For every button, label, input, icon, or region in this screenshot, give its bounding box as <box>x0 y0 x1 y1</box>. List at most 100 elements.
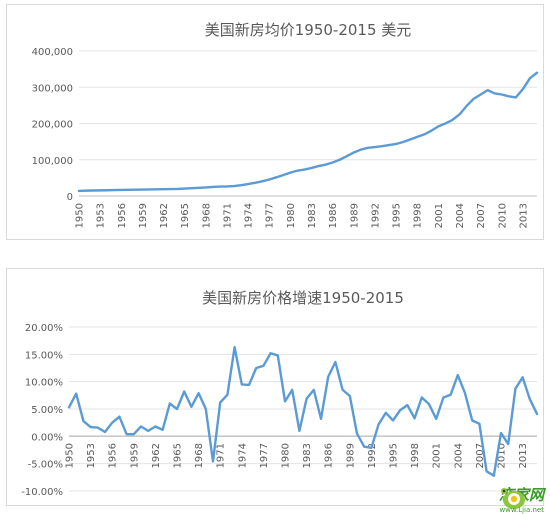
data-point <box>154 425 157 428</box>
data-point <box>261 180 264 183</box>
data-point <box>262 364 265 367</box>
x-tick-label: 1962 <box>159 203 170 228</box>
data-point <box>377 423 380 426</box>
data-point <box>392 419 395 422</box>
data-point <box>226 185 229 188</box>
data-point <box>465 105 468 108</box>
data-point <box>132 433 135 436</box>
average-price-chart: 美国新房均价1950-2015 美元 0 100,000 200,000 300,000… <box>32 21 539 228</box>
data-point <box>444 122 447 125</box>
x-tick-label: 1959 <box>138 203 149 228</box>
x-tick-label: 1965 <box>180 203 191 228</box>
data-point <box>197 392 200 395</box>
data-point <box>507 95 510 98</box>
data-point <box>219 401 222 404</box>
x-tick-label: 2010 <box>497 203 508 228</box>
data-point <box>514 387 517 390</box>
x-tick-label: 1956 <box>117 203 128 228</box>
data-point <box>113 189 116 192</box>
data-point <box>155 188 158 191</box>
data-point <box>472 97 475 100</box>
data-point <box>366 146 369 149</box>
data-point <box>248 384 251 387</box>
y-tick-label: 0.00% <box>31 432 63 443</box>
data-point <box>212 460 215 463</box>
data-point <box>275 176 278 179</box>
data-point <box>276 354 279 357</box>
data-point <box>118 415 121 418</box>
brand-watermark: 恋家网 www.Ljia.net <box>499 484 544 514</box>
data-point <box>352 151 355 154</box>
x-tick-label: 2013 <box>518 203 529 228</box>
data-point <box>282 174 285 177</box>
data-point <box>356 432 359 435</box>
data-point <box>68 406 71 409</box>
data-point <box>111 421 114 424</box>
data-point <box>395 143 398 146</box>
data-point <box>402 141 405 144</box>
data-point <box>320 417 323 420</box>
x-tick-label: 1950 <box>75 203 86 228</box>
data-point <box>451 118 454 121</box>
data-point <box>104 431 107 434</box>
y-tick-label: 5.00% <box>31 405 63 416</box>
data-point <box>106 189 109 192</box>
x-tick-label: 1989 <box>349 203 360 228</box>
y-tick-label: -5.00% <box>28 460 63 471</box>
data-point <box>485 470 488 473</box>
x-tick-label: 1977 <box>265 203 276 228</box>
data-point <box>478 422 481 425</box>
data-point <box>529 77 532 80</box>
data-point <box>492 474 495 477</box>
data-point <box>303 168 306 171</box>
data-point <box>399 409 402 412</box>
y-tick-label: 15.00% <box>25 350 63 361</box>
data-point <box>296 169 299 172</box>
series-line <box>67 346 539 477</box>
data-point <box>507 443 510 446</box>
data-point <box>305 397 308 400</box>
data-point <box>536 413 539 416</box>
x-tick-label: 1986 <box>328 203 339 228</box>
data-point <box>141 188 144 191</box>
data-point <box>183 390 186 393</box>
data-point <box>521 376 524 379</box>
x-tick-label: 1959 <box>129 443 140 468</box>
data-point <box>310 167 313 170</box>
data-point <box>125 433 128 436</box>
x-tick-label: 1980 <box>286 203 297 228</box>
data-point <box>255 367 258 370</box>
chart-title: 美国新房均价1950-2015 美元 <box>205 21 412 39</box>
data-point <box>348 394 351 397</box>
data-point <box>449 393 452 396</box>
data-point <box>486 89 489 92</box>
data-point <box>363 445 366 448</box>
data-point <box>168 402 171 405</box>
data-point <box>456 374 459 377</box>
data-point <box>500 93 503 96</box>
x-tick-label: 1974 <box>244 203 255 228</box>
data-point <box>169 188 172 191</box>
x-tick-label: 1968 <box>201 203 212 228</box>
data-point <box>99 189 102 192</box>
data-point <box>374 146 377 149</box>
data-point <box>254 181 257 184</box>
snail-logo-icon <box>500 488 525 509</box>
data-point <box>312 388 315 391</box>
data-point <box>479 93 482 96</box>
data-point <box>127 188 130 191</box>
x-tick-label: 1953 <box>86 443 97 468</box>
data-point <box>197 186 200 189</box>
y-tick-label: -10.00% <box>21 487 63 498</box>
data-point <box>327 375 330 378</box>
data-point <box>388 144 391 147</box>
y-tick-label: 100,000 <box>32 156 73 167</box>
data-point <box>161 428 164 431</box>
data-point <box>269 352 272 355</box>
x-tick-label: 1989 <box>345 443 356 468</box>
data-point <box>464 392 467 395</box>
data-point <box>381 145 384 148</box>
x-tick-label: 2013 <box>518 443 529 468</box>
x-tick-label: 2001 <box>432 443 443 468</box>
x-tick-label: 1971 <box>222 203 233 228</box>
